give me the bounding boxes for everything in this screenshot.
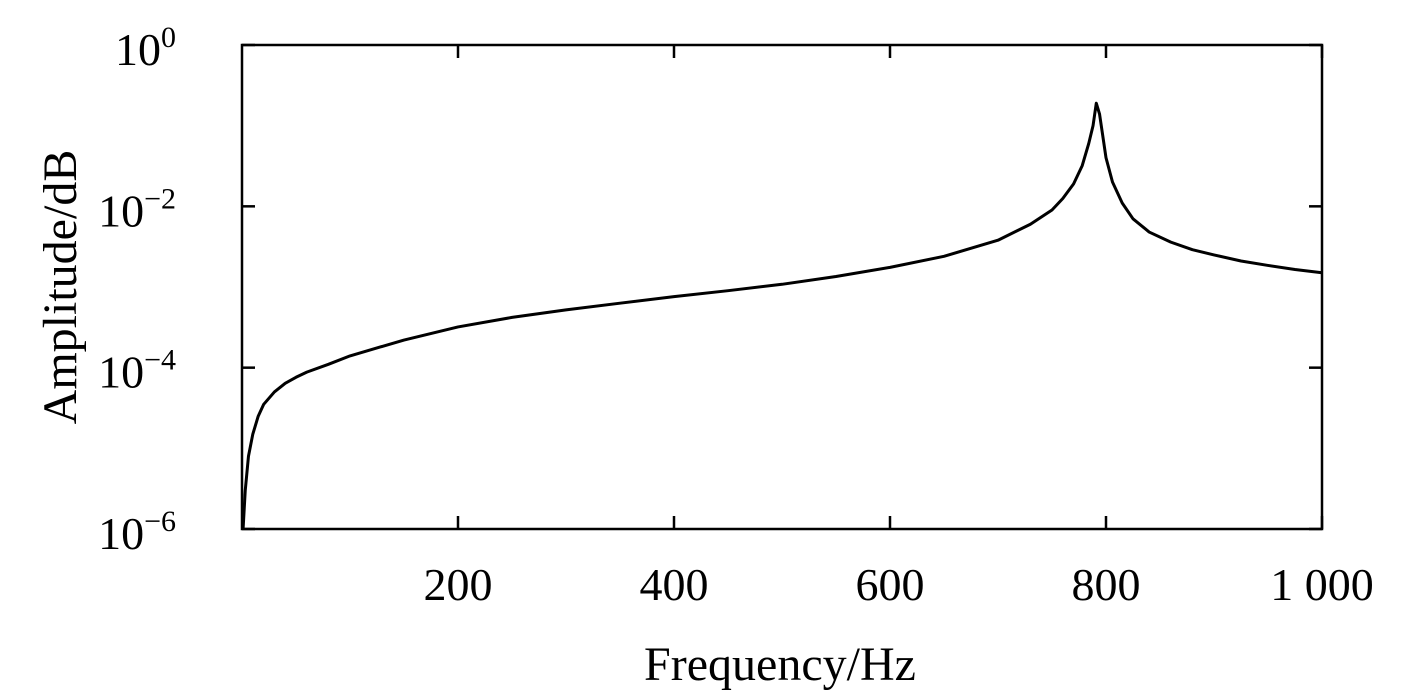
x-tick-label: 200	[424, 559, 493, 610]
x-axis-label: Frequency/Hz	[644, 638, 916, 691]
plot-frame	[240, 43, 1324, 531]
amplitude-series-line	[241, 101, 1323, 530]
y-tick-labels: 10−6 10−4 10−2 100	[98, 21, 176, 559]
y-tick-label: 10−4	[98, 344, 176, 398]
y-axis-label: Amplitude/dB	[34, 150, 87, 425]
y-tick-label: 100	[115, 21, 176, 75]
y-tick-label: 10−6	[98, 505, 176, 559]
axis-ticks	[242, 43, 1324, 531]
x-tick-label: 800	[1072, 559, 1141, 610]
x-tick-label: 1 000	[1270, 559, 1374, 610]
x-tick-labels: 200 400 600 800 1 000	[424, 559, 1374, 610]
x-tick-label: 400	[640, 559, 709, 610]
y-tick-label: 10−2	[98, 182, 176, 236]
x-tick-label: 600	[856, 559, 925, 610]
